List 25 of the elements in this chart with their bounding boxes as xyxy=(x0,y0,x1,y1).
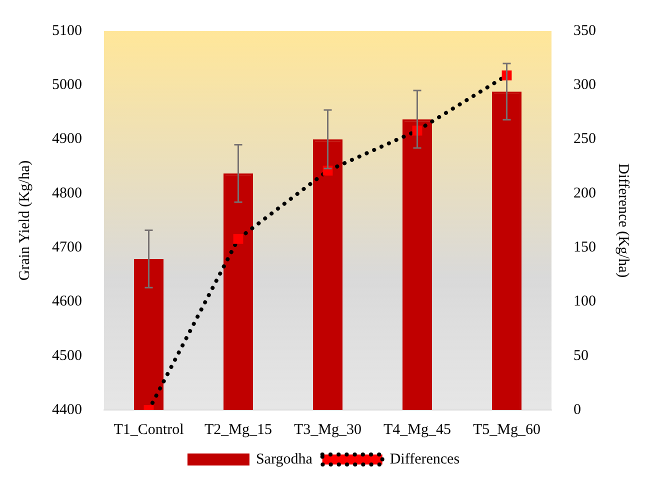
x-tick-label: T4_Mg_45 xyxy=(384,422,451,438)
legend-label: Differences xyxy=(390,451,460,468)
y-tick-label: 5100 xyxy=(52,22,82,39)
y2-tick-label: 100 xyxy=(574,294,596,310)
y2-tick-label: 150 xyxy=(574,240,596,256)
y2-tick-label: 350 xyxy=(574,22,596,39)
y-tick-label: 4800 xyxy=(52,185,82,202)
x-tick-label: T5_Mg_60 xyxy=(473,422,540,438)
y-tick-label: 4900 xyxy=(52,131,82,148)
y2-tick-label: 200 xyxy=(574,185,596,202)
y-tick-label: 4400 xyxy=(52,402,82,418)
y2-tick-label: 300 xyxy=(574,77,596,94)
y2-axis-title: Difference (Kg/ha) xyxy=(615,163,632,278)
x-tick-label: T3_Mg_30 xyxy=(294,422,362,438)
x-tick-label: T2_Mg_15 xyxy=(204,422,272,438)
y2-tick-label: 0 xyxy=(574,402,581,418)
y2-tick-label: 50 xyxy=(574,348,588,364)
y-axis-title: Grain Yield (Kg/ha) xyxy=(16,160,33,281)
y-tick-label: 5000 xyxy=(52,77,82,94)
y-tick-label: 4600 xyxy=(52,294,82,310)
y-tick-label: 4700 xyxy=(52,240,82,256)
legend-label: Sargodha xyxy=(256,451,313,468)
y2-tick-label: 250 xyxy=(574,131,596,148)
y-tick-label: 4500 xyxy=(52,348,82,364)
x-tick-label: T1_Control xyxy=(114,422,184,438)
